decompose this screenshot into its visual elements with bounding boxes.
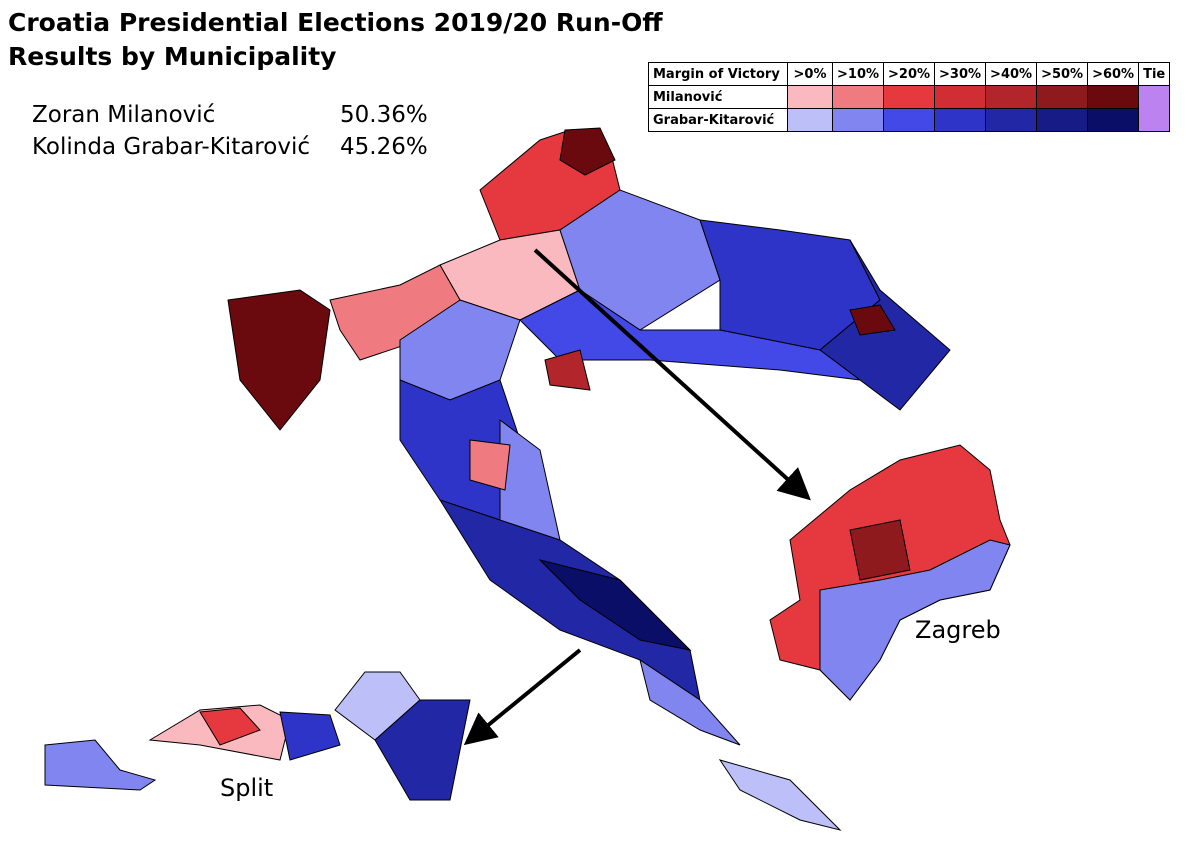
legend-header: Margin of Victory >0% >10% >20% >30% >40% >50%…	[648, 62, 1171, 86]
split-inset	[44, 739, 157, 791]
zagreb-inset	[819, 539, 1011, 701]
legend-heading: Tie	[1138, 62, 1171, 86]
legend-swatch	[883, 108, 936, 132]
legend-swatch	[934, 85, 987, 109]
candidate: Zoran Milanović	[32, 102, 216, 128]
legend-heading: >20%	[883, 62, 936, 86]
legend: Margin of Victory >0% >10% >20% >30% >40% >50%…	[648, 62, 1171, 132]
legend-swatch	[831, 108, 885, 132]
title: Results by Municipality	[8, 42, 337, 71]
region	[538, 559, 692, 651]
legend-row: Milanović	[648, 85, 1171, 132]
split-inset	[374, 699, 471, 801]
inset-label: Split	[220, 774, 273, 802]
inset-label: Zagreb	[915, 616, 1001, 644]
arrow	[533, 248, 811, 501]
region	[639, 658, 741, 746]
split-inset	[279, 711, 341, 761]
legend-heading: >10%	[831, 62, 885, 86]
legend-label: Milanović	[648, 85, 788, 109]
split-inset	[199, 707, 261, 746]
legend-heading: >60%	[1087, 62, 1140, 86]
legend-swatch	[985, 108, 1038, 132]
legend-swatch	[985, 85, 1038, 109]
legend-heading: >50%	[1036, 62, 1089, 86]
legend-heading: >40%	[985, 62, 1038, 86]
legend-heading: >30%	[934, 62, 987, 86]
legend-swatch	[1036, 108, 1089, 132]
region	[469, 439, 511, 491]
legend-heading: Margin of Victory	[648, 62, 788, 86]
legend-label: Grabar-Kitarović	[648, 108, 788, 132]
legend-swatch	[787, 85, 833, 109]
region	[849, 304, 896, 336]
region	[718, 759, 842, 831]
arrow	[463, 648, 582, 746]
legend-row: Grabar-Kitarović	[648, 108, 1170, 132]
region	[438, 499, 701, 702]
legend-heading: >0%	[787, 62, 833, 86]
legend-swatch	[1087, 85, 1140, 109]
candidate: Kolinda Grabar-Kitarović	[32, 134, 310, 160]
region	[559, 127, 616, 176]
share: 45.26%	[340, 134, 428, 160]
legend-swatch	[1036, 85, 1089, 109]
share: 50.36%	[340, 102, 428, 128]
zagreb-inset	[849, 519, 911, 581]
legend-swatch	[1138, 85, 1171, 132]
region	[544, 349, 591, 391]
region	[227, 289, 331, 431]
legend-swatch	[787, 108, 833, 132]
legend-swatch	[831, 85, 885, 109]
legend-swatch	[934, 108, 987, 132]
legend-swatch	[1087, 108, 1140, 132]
title: Croatia Presidential Elections 2019/20 R…	[8, 8, 663, 37]
legend-swatch	[883, 85, 936, 109]
split-inset	[334, 671, 421, 741]
